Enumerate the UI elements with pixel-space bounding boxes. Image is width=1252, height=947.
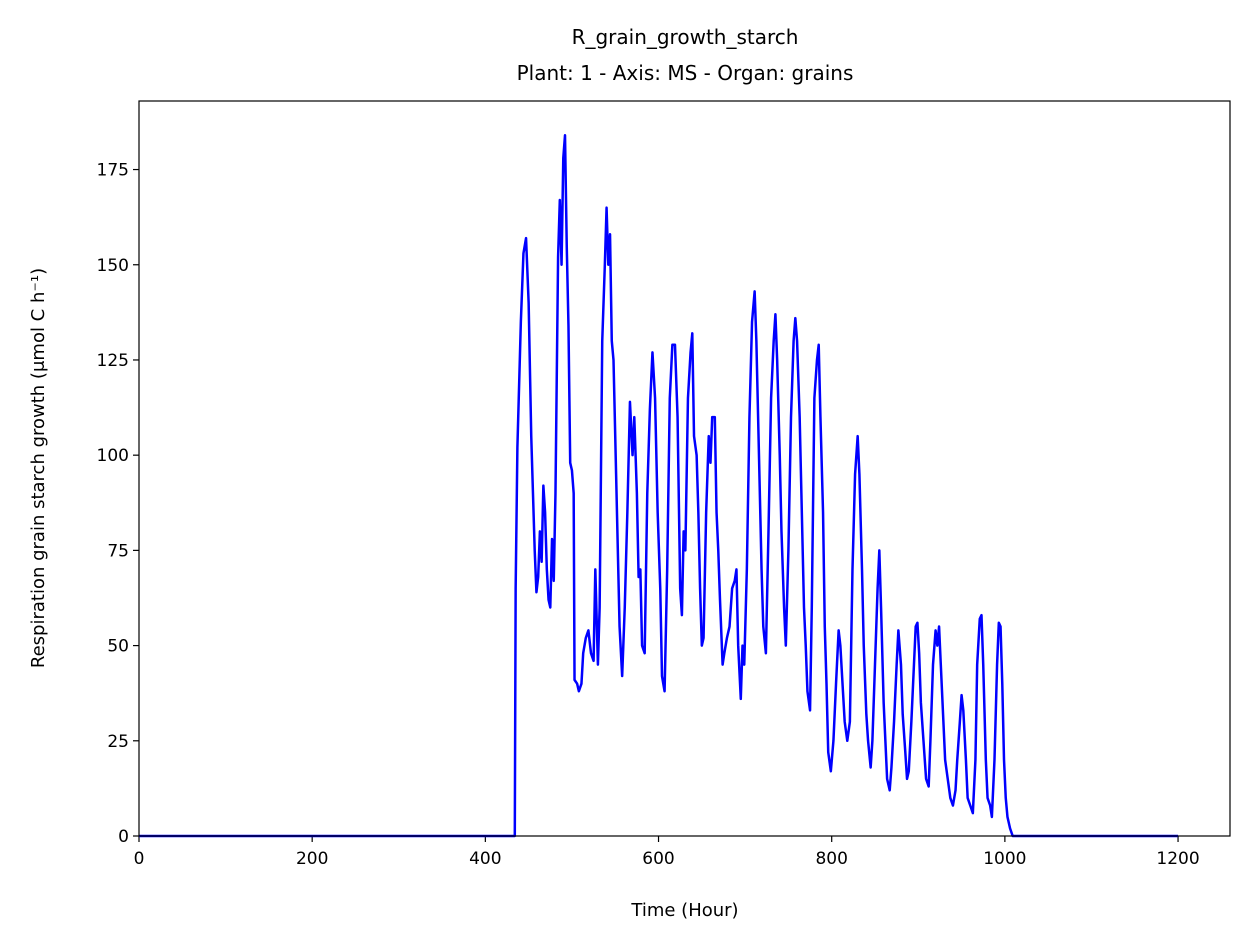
plot-frame <box>138 100 1231 837</box>
y-tick-label: 100 <box>97 446 129 466</box>
y-tick-label: 25 <box>107 732 129 752</box>
chart-title: R_grain_growth_starch <box>572 25 799 49</box>
x-axis-label: Time (Hour) <box>630 900 738 921</box>
x-tick-label: 1200 <box>1156 849 1199 869</box>
y-axis-label: Respiration grain starch growth (μmol C … <box>28 268 49 668</box>
y-tick-label: 0 <box>118 827 129 847</box>
chart-subtitle: Plant: 1 - Axis: MS - Organ: grains <box>517 61 854 85</box>
x-tick-label: 0 <box>134 849 145 869</box>
y-tick-label: 175 <box>97 161 129 181</box>
y-tick-label: 50 <box>107 637 129 657</box>
x-tick-label: 200 <box>296 849 328 869</box>
x-tick-label: 800 <box>815 849 847 869</box>
x-tick-label: 600 <box>642 849 674 869</box>
x-tick-label: 400 <box>469 849 501 869</box>
y-tick-label: 75 <box>107 541 129 561</box>
data-line <box>139 134 1179 838</box>
y-tick-label: 125 <box>97 351 129 371</box>
y-tick-label: 150 <box>97 256 129 276</box>
x-tick-label: 1000 <box>983 849 1026 869</box>
